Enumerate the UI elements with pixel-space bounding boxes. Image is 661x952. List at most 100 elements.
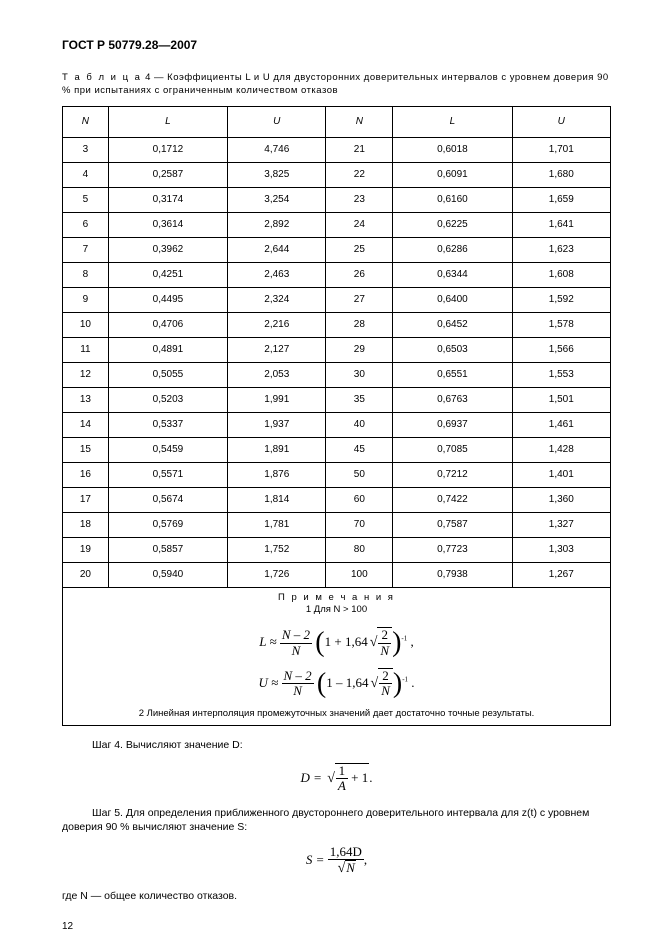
table-cell: 1,937 <box>228 412 326 437</box>
table-cell: 1,891 <box>228 437 326 462</box>
table-cell: 35 <box>326 387 393 412</box>
table-row: 130,52031,991350,67631,501 <box>63 387 611 412</box>
table-cell: 3,825 <box>228 162 326 187</box>
table-cell: 1,578 <box>512 312 610 337</box>
table-body: 30,17124,746210,60181,70140,25873,825220… <box>63 137 611 587</box>
table-cell: 6 <box>63 212 109 237</box>
table-cell: 1,623 <box>512 237 610 262</box>
table-cell: 21 <box>326 137 393 162</box>
caption-text: 4 — Коэффициенты L и U для двусторонних … <box>62 72 609 96</box>
note-2: 2 Линейная интерполяция промежуточных зн… <box>63 708 610 721</box>
table-row: 60,36142,892240,62251,641 <box>63 212 611 237</box>
table-cell: 0,3614 <box>108 212 227 237</box>
table-cell: 0,6937 <box>393 412 512 437</box>
table-cell: 70 <box>326 512 393 537</box>
table-cell: 4,746 <box>228 137 326 162</box>
table-cell: 1,641 <box>512 212 610 237</box>
table-cell: 5 <box>63 187 109 212</box>
table-cell: 0,4891 <box>108 337 227 362</box>
table-cell: 0,5769 <box>108 512 227 537</box>
table-cell: 2,892 <box>228 212 326 237</box>
table-row: 200,59401,7261000,79381,267 <box>63 562 611 587</box>
table-cell: 0,6452 <box>393 312 512 337</box>
caption-prefix: Т а б л и ц а <box>62 72 142 83</box>
table-cell: 0,5055 <box>108 362 227 387</box>
table-cell: 0,6763 <box>393 387 512 412</box>
step-4-text: Шаг 4. Вычисляют значение D: <box>62 738 611 753</box>
table-cell: 1,592 <box>512 287 610 312</box>
table-row: 150,54591,891450,70851,428 <box>63 437 611 462</box>
table-cell: 0,7938 <box>393 562 512 587</box>
table-cell: 0,7723 <box>393 537 512 562</box>
table-cell: 1,267 <box>512 562 610 587</box>
table-cell: 29 <box>326 337 393 362</box>
table-cell: 0,5674 <box>108 487 227 512</box>
table-caption: Т а б л и ц а 4 — Коэффициенты L и U для… <box>62 72 611 98</box>
table-cell: 30 <box>326 362 393 387</box>
table-cell: 2,644 <box>228 237 326 262</box>
table-cell: 0,5337 <box>108 412 227 437</box>
table-cell: 0,6160 <box>393 187 512 212</box>
table-row: 190,58571,752800,77231,303 <box>63 537 611 562</box>
table-cell: 45 <box>326 437 393 462</box>
col-l1: L <box>108 106 227 137</box>
table-cell: 1,327 <box>512 512 610 537</box>
table-cell: 1,360 <box>512 487 610 512</box>
table-row: 120,50552,053300,65511,553 <box>63 362 611 387</box>
col-u1: U <box>228 106 326 137</box>
table-cell: 11 <box>63 337 109 362</box>
notes-label: П р и м е ч а н и я <box>63 592 610 605</box>
table-cell: 28 <box>326 312 393 337</box>
col-u2: U <box>512 106 610 137</box>
table-cell: 1,781 <box>228 512 326 537</box>
table-row: 170,56741,814600,74221,360 <box>63 487 611 512</box>
table-cell: 4 <box>63 162 109 187</box>
table-cell: 0,2587 <box>108 162 227 187</box>
table-cell: 1,566 <box>512 337 610 362</box>
table-cell: 1,461 <box>512 412 610 437</box>
table-cell: 27 <box>326 287 393 312</box>
table-cell: 1,701 <box>512 137 610 162</box>
table-cell: 25 <box>326 237 393 262</box>
formula-l: L ≈ N – 2N (1 + 1,642N)-1 , <box>63 627 610 658</box>
note-1: 1 Для N > 100 <box>63 604 610 617</box>
table-header-row: N L U N L U <box>63 106 611 137</box>
table-cell: 17 <box>63 487 109 512</box>
formula-u-lhs: U ≈ <box>258 675 281 690</box>
table-cell: 18 <box>63 512 109 537</box>
table-cell: 13 <box>63 387 109 412</box>
formula-d-lhs: D = <box>301 770 326 785</box>
table-cell: 60 <box>326 487 393 512</box>
table-cell: 2,053 <box>228 362 326 387</box>
page: ГОСТ Р 50779.28—2007 Т а б л и ц а 4 — К… <box>0 0 661 952</box>
table-cell: 3 <box>63 137 109 162</box>
table-cell: 0,6286 <box>393 237 512 262</box>
table-cell: 1,726 <box>228 562 326 587</box>
table-cell: 1,303 <box>512 537 610 562</box>
table-cell: 0,5857 <box>108 537 227 562</box>
where-text: где N — общее количество отказов. <box>62 889 611 904</box>
table-cell: 1,680 <box>512 162 610 187</box>
table-row: 30,17124,746210,60181,701 <box>63 137 611 162</box>
formula-d: D = 1A + 1. <box>62 763 611 794</box>
table-cell: 2,463 <box>228 262 326 287</box>
table-row: 100,47062,216280,64521,578 <box>63 312 611 337</box>
table-row: 80,42512,463260,63441,608 <box>63 262 611 287</box>
table-cell: 40 <box>326 412 393 437</box>
table-cell: 0,3174 <box>108 187 227 212</box>
table-cell: 0,6225 <box>393 212 512 237</box>
table-row: 50,31743,254230,61601,659 <box>63 187 611 212</box>
notes-row: П р и м е ч а н и я 1 Для N > 100 L ≈ N … <box>63 587 611 726</box>
table-cell: 24 <box>326 212 393 237</box>
table-cell: 19 <box>63 537 109 562</box>
table-cell: 1,608 <box>512 262 610 287</box>
table-row: 160,55711,876500,72121,401 <box>63 462 611 487</box>
table-cell: 0,7085 <box>393 437 512 462</box>
table-cell: 0,6018 <box>393 137 512 162</box>
table-cell: 0,5459 <box>108 437 227 462</box>
table-row: 70,39622,644250,62861,623 <box>63 237 611 262</box>
table-cell: 9 <box>63 287 109 312</box>
table-cell: 1,553 <box>512 362 610 387</box>
table-cell: 100 <box>326 562 393 587</box>
table-cell: 2,324 <box>228 287 326 312</box>
